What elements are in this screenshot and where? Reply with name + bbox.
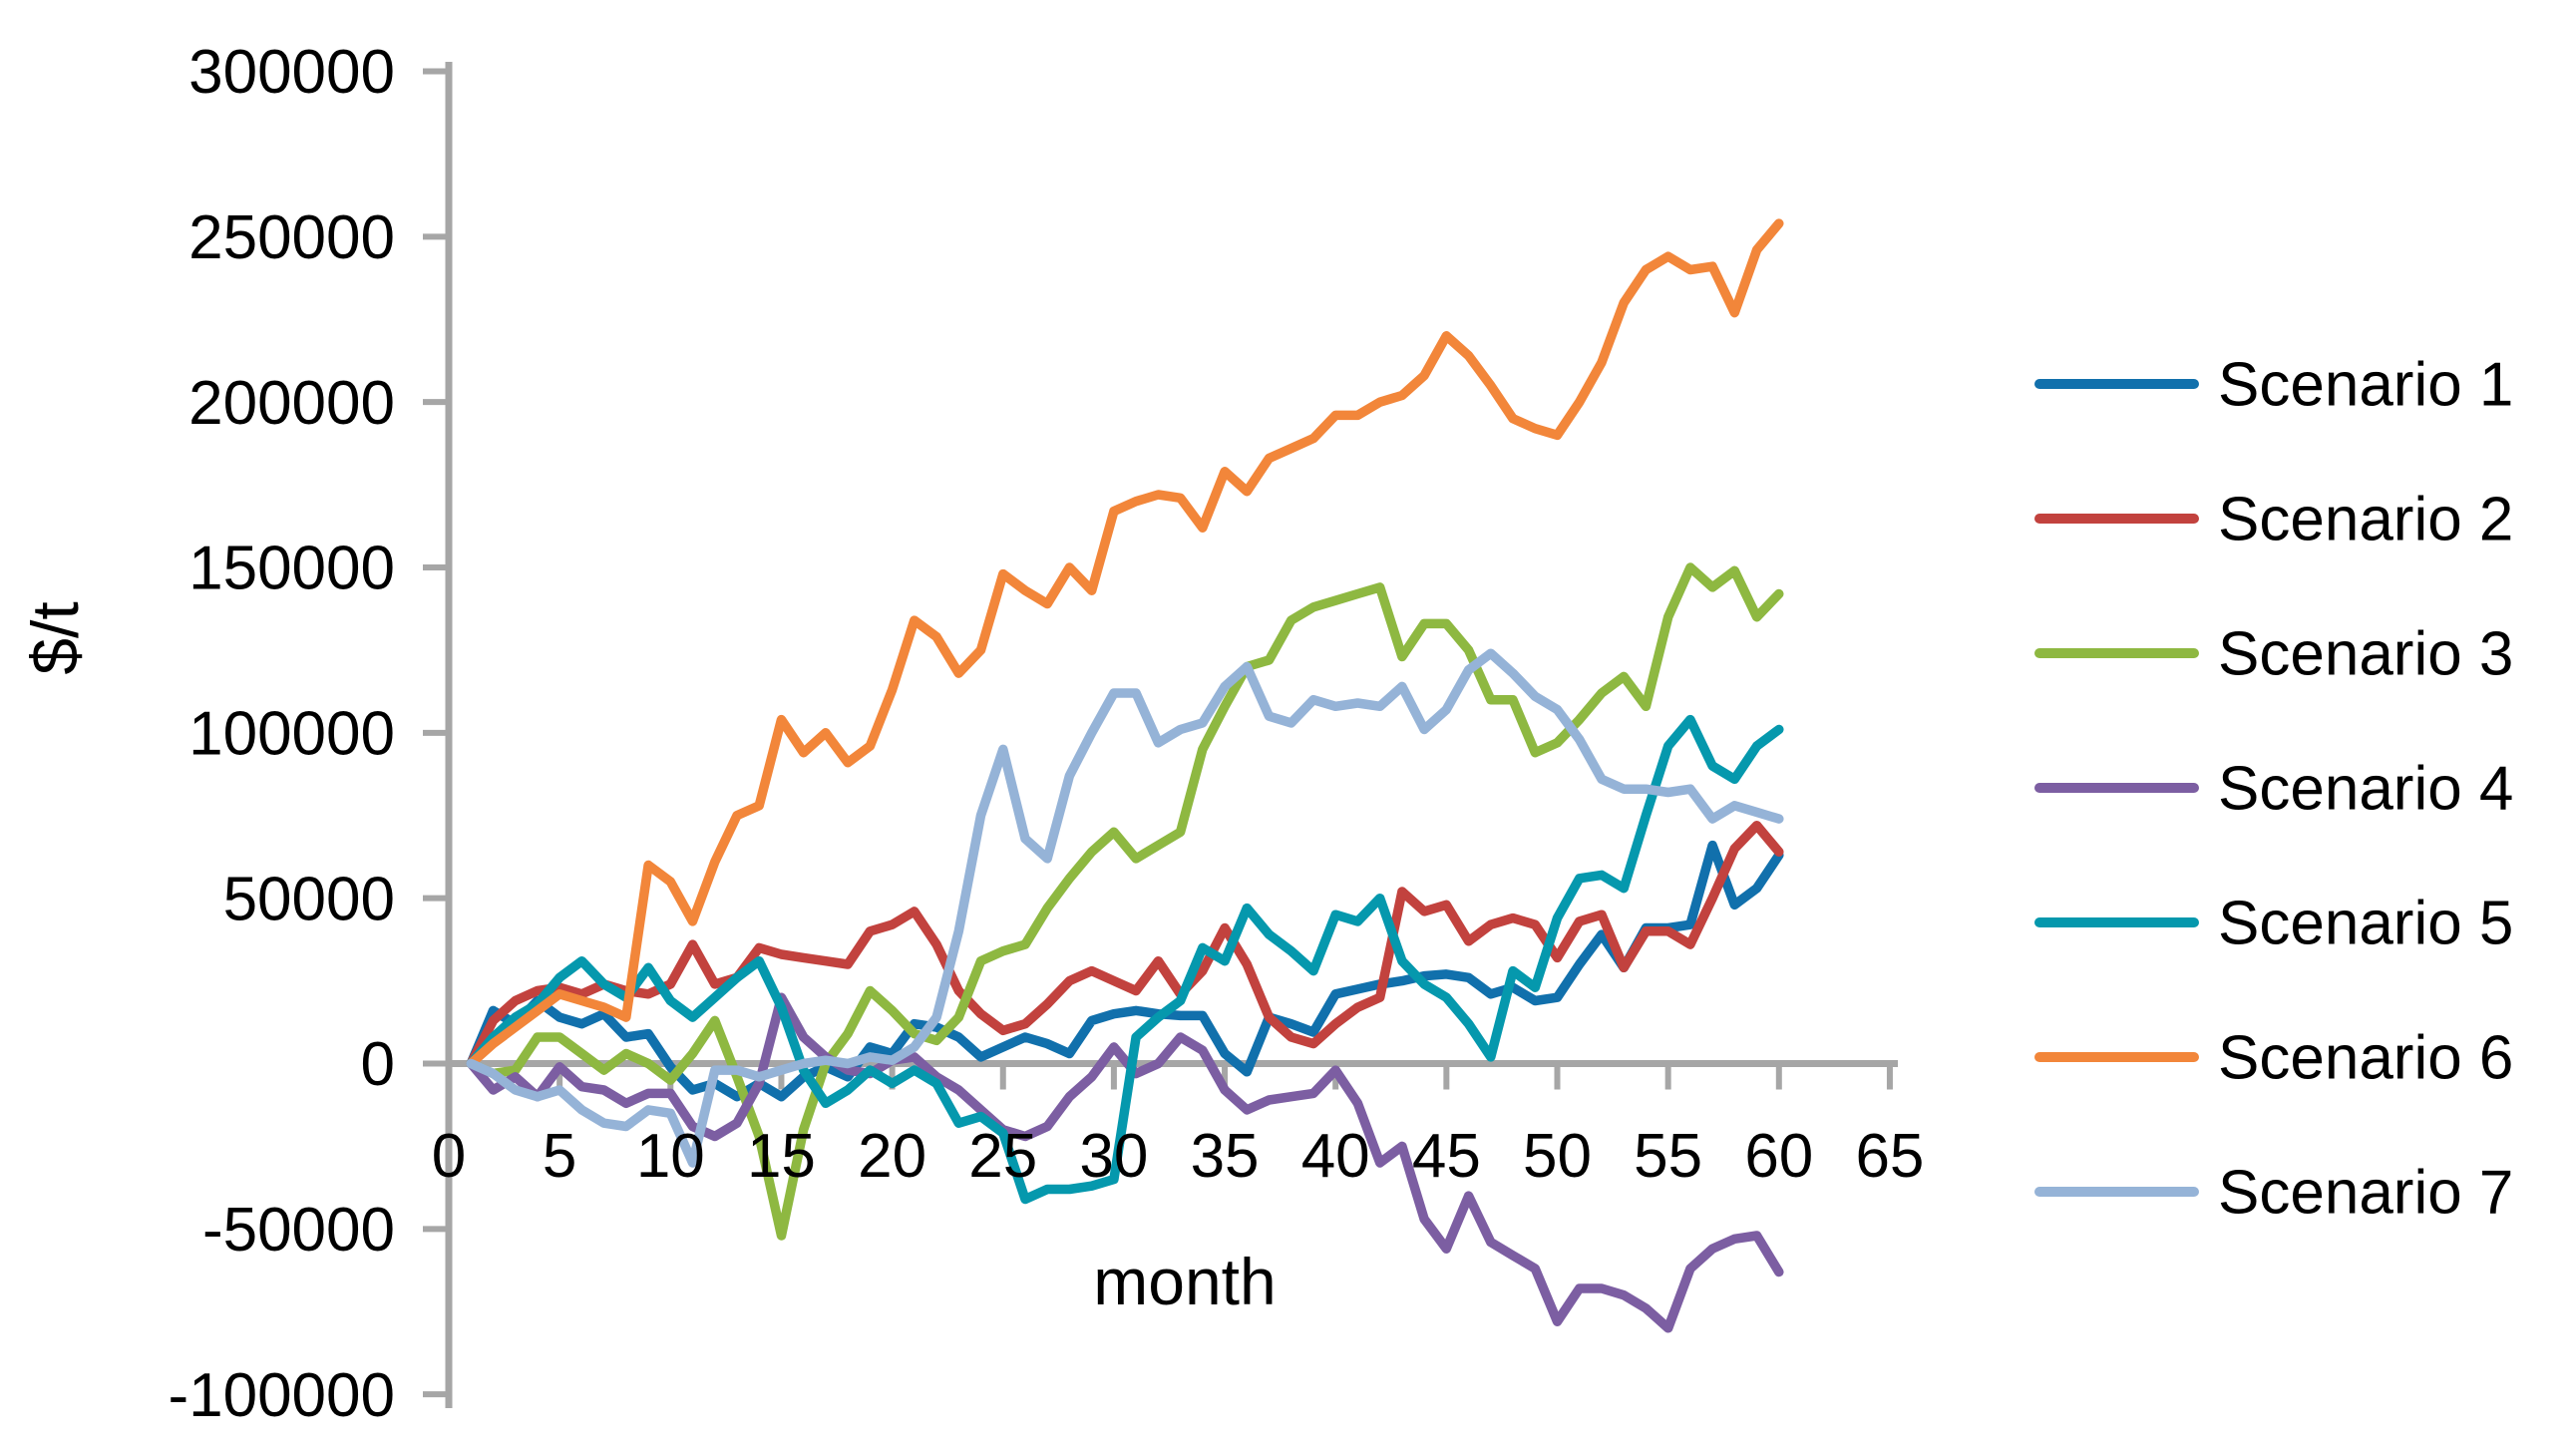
legend-item-5: Scenario 5 <box>2034 890 2513 958</box>
legend-label: Scenario 4 <box>2218 755 2513 824</box>
series-line-1 <box>466 840 1784 1102</box>
series-line-3 <box>466 562 1784 1241</box>
legend-label: Scenario 1 <box>2218 351 2513 420</box>
legend-label: Scenario 5 <box>2218 890 2513 958</box>
series-line-4 <box>466 992 1784 1333</box>
legend-item-3: Scenario 3 <box>2034 620 2513 689</box>
legend-label: Scenario 3 <box>2218 620 2513 689</box>
x-axis-title: month <box>1093 1245 1276 1318</box>
x-tick-label: 40 <box>1301 1122 1370 1191</box>
x-tick-label: 0 <box>432 1122 466 1191</box>
x-tick-label: 30 <box>1079 1122 1148 1191</box>
x-tick-label: 25 <box>968 1122 1037 1191</box>
x-tick-label: 55 <box>1634 1122 1702 1191</box>
series-line-6 <box>466 218 1784 1069</box>
y-tick-label: -100000 <box>168 1361 395 1430</box>
x-tick-label: 60 <box>1744 1122 1813 1191</box>
legend-label: Scenario 7 <box>2218 1159 2513 1228</box>
x-tick-label: 35 <box>1191 1122 1260 1191</box>
y-tick-label: 250000 <box>188 203 395 272</box>
legend-item-1: Scenario 1 <box>2034 351 2513 420</box>
legend-item-6: Scenario 6 <box>2034 1024 2513 1093</box>
y-tick-label: 300000 <box>188 38 395 107</box>
x-tick-label: 15 <box>747 1122 816 1191</box>
axis-labels: 300000 250000 200000 150000 100000 50000 0 -500… <box>168 38 1924 1430</box>
x-tick-label: 50 <box>1523 1122 1592 1191</box>
y-tick-label: -50000 <box>202 1196 395 1265</box>
series-lines <box>466 218 1784 1333</box>
x-tick-label: 65 <box>1855 1122 1924 1191</box>
x-tick-label: 20 <box>858 1122 926 1191</box>
y-tick-label: 150000 <box>188 535 395 603</box>
series-line-7 <box>466 648 1784 1168</box>
y-tick-label: 0 <box>361 1030 395 1099</box>
y-tick-label: 100000 <box>188 700 395 769</box>
x-tick-label: 10 <box>636 1122 705 1191</box>
y-tick-label: 50000 <box>223 865 395 933</box>
x-tick-label: 5 <box>543 1122 576 1191</box>
y-axis-title: $/t <box>18 601 92 674</box>
series-line-5 <box>466 714 1784 1205</box>
legend-label: Scenario 6 <box>2218 1024 2513 1093</box>
x-tick-label: 45 <box>1412 1122 1481 1191</box>
series-line-2 <box>466 820 1784 1069</box>
chart-legend: Scenario 1 Scenario 2 Scenario 3 Scenario 4… <box>2034 351 2513 1228</box>
y-tick-label: 200000 <box>188 369 395 438</box>
legend-item-2: Scenario 2 <box>2034 486 2513 554</box>
legend-item-4: Scenario 4 <box>2034 755 2513 824</box>
legend-item-7: Scenario 7 <box>2034 1159 2513 1228</box>
legend-label: Scenario 2 <box>2218 486 2513 554</box>
